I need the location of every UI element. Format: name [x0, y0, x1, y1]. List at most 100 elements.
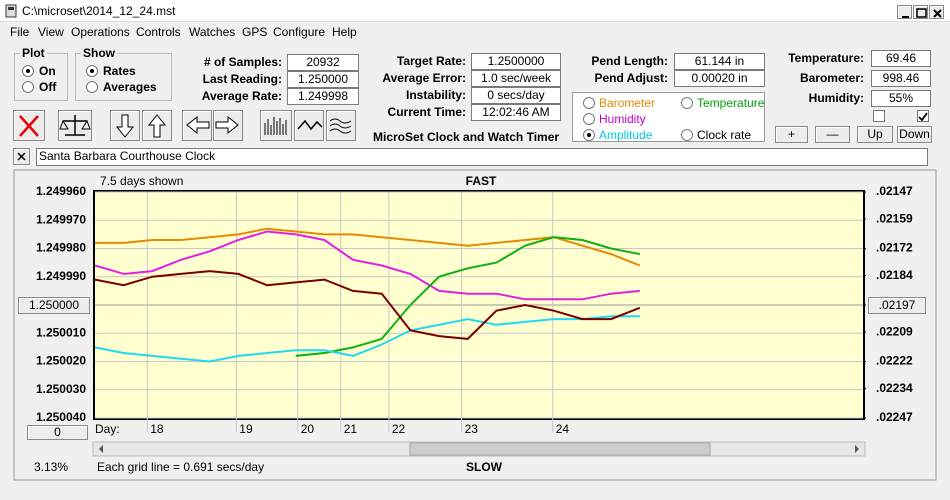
left-button[interactable] — [182, 110, 212, 141]
radio-button[interactable] — [22, 81, 34, 93]
y-tick-label: 1.249980 — [36, 241, 86, 255]
field-label: # of Samples: — [203, 55, 282, 69]
y-tick-label: 1.250030 — [36, 382, 86, 396]
field-value: 0 secs/day — [471, 87, 561, 104]
radio-dot — [90, 69, 94, 73]
y2-tick-label: .02172 — [876, 241, 913, 255]
x-tick-label: 21 — [344, 422, 358, 436]
overlay-option[interactable]: Clock rate — [697, 128, 752, 142]
offset-button[interactable]: 0 — [27, 425, 88, 440]
field-value: 998.46 — [871, 70, 931, 87]
scrollbar-thumb — [409, 442, 711, 456]
y-tick-label: 1.249970 — [36, 212, 86, 226]
right-button[interactable] — [213, 110, 243, 141]
field-label: Average Error: — [382, 71, 466, 85]
checkbox[interactable] — [917, 110, 929, 122]
x-tick-label: 22 — [392, 422, 406, 436]
menu-item[interactable]: Help — [332, 25, 357, 39]
icon — [918, 112, 928, 122]
y2-tick-button[interactable]: .02197 — [868, 297, 926, 314]
y2-tick-label: .02222 — [876, 354, 913, 368]
close-button[interactable] — [929, 5, 944, 19]
y-tick-label: 1.250040 — [36, 410, 86, 424]
wave-button[interactable] — [294, 110, 324, 141]
icon — [17, 152, 26, 161]
field-value: 61.144 in — [674, 53, 765, 70]
field-label: Pend Length: — [591, 54, 668, 68]
icon — [147, 114, 167, 138]
y2-tick-label: .02247 — [876, 410, 913, 424]
menu-item[interactable]: File — [10, 25, 30, 39]
menu-item[interactable]: View — [38, 25, 64, 39]
radio-dot — [587, 133, 591, 137]
overlay-option[interactable]: Amplitude — [599, 128, 653, 142]
icon — [59, 115, 91, 136]
overlay-option[interactable]: Barometer — [599, 96, 656, 110]
radio-button[interactable] — [681, 129, 693, 141]
y2-tick-label: .02147 — [876, 184, 913, 198]
clock-name[interactable]: Santa Barbara Courthouse Clock — [36, 148, 928, 166]
radio-button[interactable] — [22, 65, 34, 77]
bars-button[interactable] — [260, 110, 292, 141]
radio-button[interactable] — [86, 81, 98, 93]
field-value: 69.46 — [871, 50, 931, 67]
overlay-option[interactable]: Humidity — [599, 112, 646, 126]
menu-item[interactable]: Controls — [136, 25, 181, 39]
radio-label: On — [39, 64, 56, 78]
series-line — [295, 236, 640, 357]
radio-button[interactable] — [583, 113, 595, 125]
radio-button[interactable] — [583, 129, 595, 141]
field-value: 1.249998 — [287, 88, 359, 105]
overlay-option[interactable]: Temperature — [697, 96, 765, 110]
overlay-box — [572, 92, 765, 142]
menu-item[interactable]: Configure — [273, 25, 326, 39]
adjust-button[interactable]: — — [815, 126, 850, 143]
field-label: Barometer: — [799, 71, 864, 85]
radio-button[interactable] — [86, 65, 98, 77]
down-button[interactable] — [110, 110, 140, 141]
series-line — [94, 315, 640, 363]
icon — [215, 115, 239, 135]
checkbox[interactable] — [873, 110, 885, 122]
y-tick-label: 1.250020 — [36, 354, 86, 368]
adjust-button[interactable]: Down — [897, 126, 932, 143]
icon — [933, 9, 942, 18]
minimize-button[interactable] — [897, 5, 912, 19]
y2-tick-label: .02184 — [876, 268, 913, 282]
app-icon — [5, 4, 17, 18]
radio-button[interactable] — [681, 97, 693, 109]
radio-label: Averages — [103, 80, 157, 94]
adjust-button[interactable]: Up — [857, 126, 893, 143]
menu-item[interactable]: Operations — [71, 25, 130, 39]
stop-button[interactable] — [13, 110, 45, 141]
field-value: 1.2500000 — [471, 53, 561, 70]
icon — [186, 115, 210, 135]
field-label: Pend Adjust: — [594, 71, 668, 85]
up-button[interactable] — [142, 110, 172, 141]
radio-label: Rates — [103, 64, 136, 78]
balance-button[interactable] — [58, 110, 92, 141]
icon — [916, 8, 927, 18]
chart-title: FAST — [466, 174, 497, 188]
field-label: Average Rate: — [201, 89, 282, 103]
y2-tick-label: .02159 — [876, 211, 913, 225]
y-tick-label: 1.250010 — [36, 325, 86, 339]
clear-button[interactable] — [13, 148, 30, 165]
percent-label: 3.13% — [34, 460, 68, 474]
y-tick-button[interactable]: 1.250000 — [18, 297, 90, 314]
x-tick-label: 20 — [301, 422, 315, 436]
menu-item[interactable]: Watches — [189, 25, 236, 39]
waves-button[interactable] — [326, 110, 356, 141]
menu-item[interactable]: GPS — [242, 25, 268, 39]
adjust-button[interactable]: + — [775, 126, 808, 143]
icon — [5, 4, 17, 18]
chart-note: 7.5 days shown — [100, 174, 183, 188]
y2-tick-label: .02209 — [876, 324, 913, 338]
icon — [329, 118, 352, 134]
y-tick-label: 1.249990 — [36, 269, 86, 283]
maximize-button[interactable] — [913, 5, 928, 19]
radio-button[interactable] — [583, 97, 595, 109]
field-value: 1.250000 — [287, 71, 359, 88]
